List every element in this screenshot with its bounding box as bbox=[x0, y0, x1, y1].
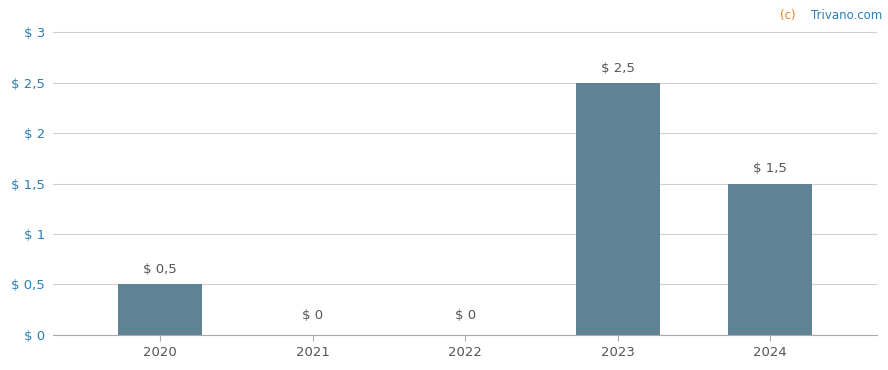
Bar bbox=[118, 285, 202, 335]
Text: $ 0,5: $ 0,5 bbox=[143, 263, 177, 276]
Text: $ 0: $ 0 bbox=[455, 309, 476, 322]
Text: Trivano.com: Trivano.com bbox=[811, 9, 882, 22]
Text: (c): (c) bbox=[780, 9, 799, 22]
Bar bbox=[728, 184, 812, 335]
Text: $ 1,5: $ 1,5 bbox=[753, 162, 787, 175]
Text: $ 0: $ 0 bbox=[302, 309, 323, 322]
Text: $ 2,5: $ 2,5 bbox=[600, 62, 635, 75]
Bar bbox=[575, 83, 660, 335]
